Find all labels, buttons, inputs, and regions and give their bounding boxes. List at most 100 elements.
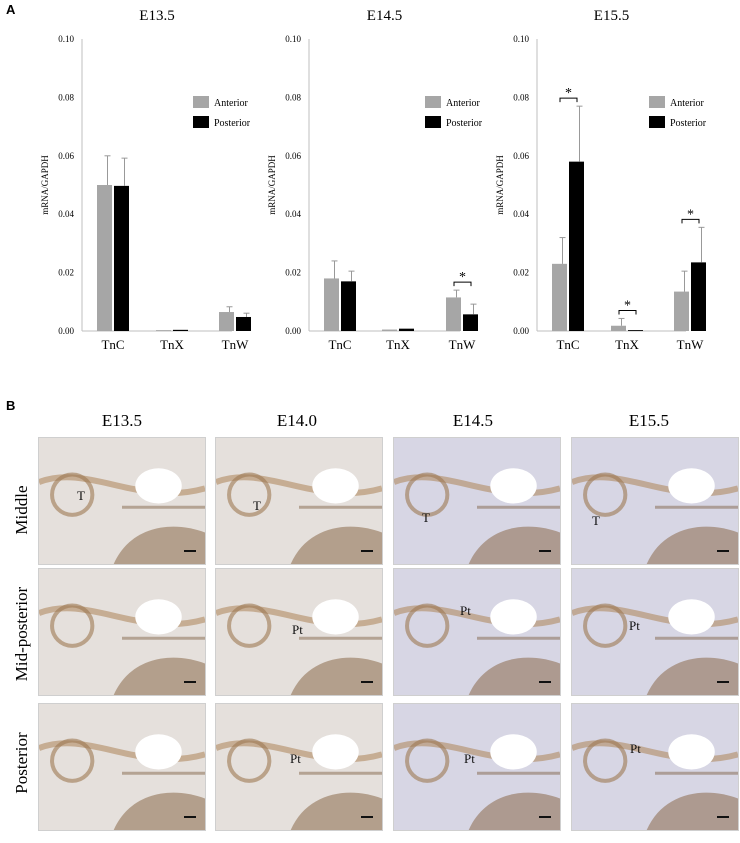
scale-bar (184, 550, 196, 552)
category-label-tnx: TnX (615, 337, 639, 352)
y-tick-label: 0.04 (513, 209, 529, 219)
bar-posterior-tnw (236, 316, 251, 331)
legend-label-posterior: Posterior (446, 118, 483, 129)
panel-b-letter: B (6, 398, 16, 413)
chart-title: E14.5 (367, 8, 402, 24)
micrograph-posterior-e13-5 (38, 703, 206, 831)
y-tick-label: 0.00 (513, 326, 529, 336)
scale-bar (539, 550, 551, 552)
legend-swatch-anterior (649, 96, 665, 108)
tissue-label: Pt (630, 741, 641, 756)
legend-label-anterior: Anterior (446, 98, 481, 109)
micrograph-posterior-e15-5: Pt (571, 703, 739, 831)
category-label-tnc: TnC (328, 337, 351, 352)
scale-bar (361, 681, 373, 683)
bar-posterior-tnx (399, 328, 414, 331)
chart-title: E13.5 (139, 8, 174, 24)
y-tick-label: 0.06 (513, 151, 529, 161)
significance-star: * (459, 270, 466, 285)
bar-anterior-tnx (611, 325, 626, 331)
scale-bar (539, 681, 551, 683)
y-tick-label: 0.02 (58, 268, 74, 278)
legend-label-posterior: Posterior (214, 118, 251, 129)
significance-star: * (624, 298, 631, 313)
significance-star: * (565, 86, 572, 101)
y-tick-label: 0.10 (285, 34, 301, 44)
micrograph-posterior-e14-0: Pt (215, 703, 383, 831)
scale-bar (539, 816, 551, 818)
y-tick-label: 0.08 (285, 92, 301, 102)
bar-anterior-tnx (156, 330, 171, 331)
bar-anterior-tnc (324, 278, 339, 331)
panel-a-letter: A (6, 2, 16, 17)
legend-label-anterior: Anterior (670, 98, 705, 109)
legend-label-posterior: Posterior (670, 118, 707, 129)
column-label-e13-5: E13.5 (101, 411, 143, 430)
micrograph-posterior-e14-5: Pt (393, 703, 561, 831)
micrograph-middle-e14-0: T (215, 437, 383, 565)
category-label-tnw: TnW (677, 337, 704, 352)
y-tick-label: 0.08 (58, 92, 74, 102)
bar-posterior-tnw (463, 314, 478, 331)
y-tick-label: 0.02 (285, 268, 301, 278)
y-tick-label: 0.10 (513, 34, 529, 44)
scale-bar (717, 550, 729, 552)
significance-bracket (681, 218, 700, 224)
micrograph-mid-posterior-e15-5: Pt (571, 568, 739, 696)
micrograph-middle-e14-5: T (393, 437, 561, 565)
significance-bracket (618, 309, 637, 315)
legend-swatch-anterior (193, 96, 209, 108)
bar-posterior-tnw (691, 262, 706, 331)
tissue-label: Pt (464, 751, 475, 766)
bar-anterior-tnw (674, 291, 689, 331)
bar-charts: E13.5 mRNA/GAPDH 0.00 0.02 0.04 0.06 0.08 0.10 T… (40, 8, 707, 352)
y-axis-label: mRNA/GAPDH (40, 155, 50, 215)
tissue-label: T (422, 510, 430, 525)
bar-anterior-tnw (446, 297, 461, 331)
category-label-tnx: TnX (386, 337, 410, 352)
bar-posterior-tnx (173, 329, 188, 331)
column-label-e14-0: E14.0 (276, 411, 318, 430)
y-axis-label: mRNA/GAPDH (495, 155, 505, 215)
category-label-tnw: TnW (222, 337, 249, 352)
legend-swatch-posterior (193, 116, 209, 128)
legend-label-anterior: Anterior (214, 98, 249, 109)
y-tick-label: 0.06 (285, 151, 301, 161)
scale-bar (717, 816, 729, 818)
column-label-e14-5: E14.5 (452, 411, 494, 430)
significance-bracket (453, 281, 472, 287)
bar-anterior-tnc (552, 263, 567, 331)
scale-bar (184, 816, 196, 818)
micrograph-mid-posterior-e13-5 (38, 568, 206, 696)
bar-posterior-tnc (114, 185, 129, 331)
scale-bar (361, 816, 373, 818)
category-label-tnw: TnW (449, 337, 476, 352)
y-tick-label: 0.00 (58, 326, 74, 336)
tissue-label: Pt (292, 622, 303, 637)
y-tick-label: 0.04 (285, 209, 301, 219)
scale-bar (184, 681, 196, 683)
category-label-tnc: TnC (556, 337, 579, 352)
tissue-label: T (77, 488, 85, 503)
y-tick-label: 0.08 (513, 92, 529, 102)
micrograph-middle-e15-5: T (571, 437, 739, 565)
y-tick-label: 0.02 (513, 268, 529, 278)
legend-swatch-posterior (649, 116, 665, 128)
significance-bracket (559, 97, 578, 103)
chart-title: E15.5 (594, 8, 629, 24)
y-axis-label: mRNA/GAPDH (267, 155, 277, 215)
bar-anterior-tnx (382, 329, 397, 331)
bar-posterior-tnx (628, 330, 643, 331)
category-label-tnx: TnX (160, 337, 184, 352)
legend-swatch-posterior (425, 116, 441, 128)
y-tick-label: 0.06 (58, 151, 74, 161)
row-label-posterior: Posterior (12, 732, 31, 794)
tissue-label: T (592, 513, 600, 528)
bar-anterior-tnw (219, 312, 234, 331)
significance-star: * (687, 207, 694, 222)
micrograph-mid-posterior-e14-5: Pt (393, 568, 561, 696)
bar-posterior-tnc (341, 281, 356, 331)
y-tick-label: 0.00 (285, 326, 301, 336)
legend-swatch-anterior (425, 96, 441, 108)
tissue-label: Pt (290, 751, 301, 766)
